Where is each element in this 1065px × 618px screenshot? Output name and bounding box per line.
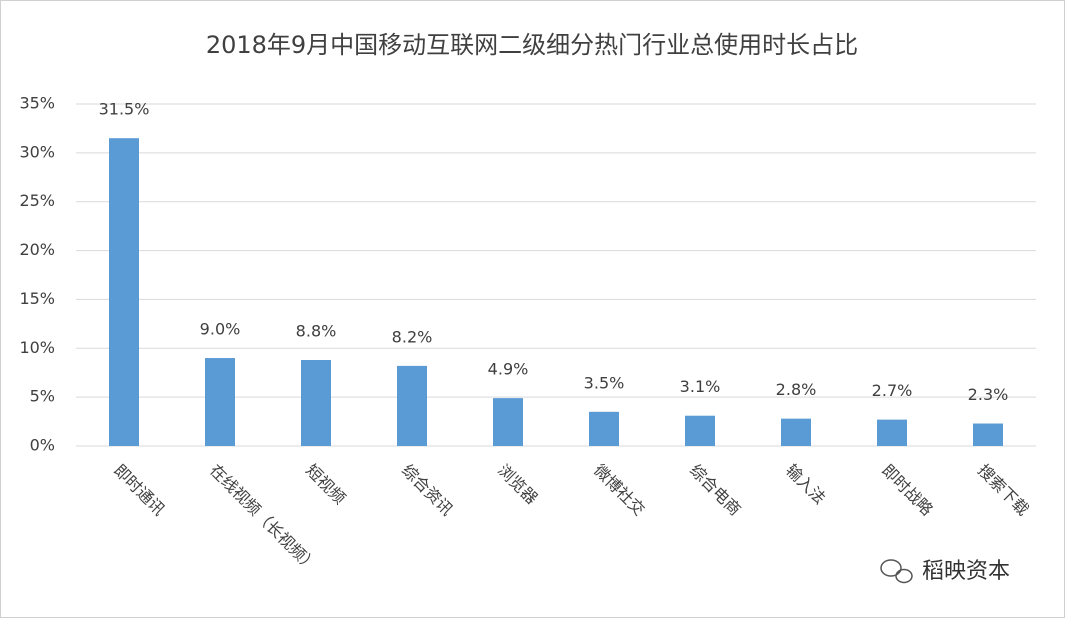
data-label: 4.9% <box>488 360 529 379</box>
y-tick-label: 35% <box>19 94 55 113</box>
data-label: 9.0% <box>200 320 241 339</box>
data-label: 2.8% <box>776 380 817 399</box>
y-tick-label: 20% <box>19 240 55 259</box>
data-label: 3.5% <box>584 373 625 392</box>
bar <box>301 360 331 446</box>
bar <box>397 365 427 446</box>
data-label: 3.1% <box>680 377 721 396</box>
bar <box>109 138 139 446</box>
bar <box>493 398 523 446</box>
bar <box>589 411 619 446</box>
bar <box>877 419 907 446</box>
data-label: 8.8% <box>296 322 337 341</box>
y-tick-label: 30% <box>19 142 55 161</box>
bar <box>685 415 715 446</box>
bar <box>205 358 235 446</box>
bar <box>973 423 1003 446</box>
data-label: 31.5% <box>99 100 150 119</box>
data-label: 2.7% <box>872 381 913 400</box>
y-tick-label: 0% <box>30 436 55 455</box>
data-label: 8.2% <box>392 327 433 346</box>
watermark: 稻映资本 <box>922 559 1010 584</box>
data-label: 2.3% <box>968 385 1009 404</box>
y-tick-label: 5% <box>30 387 55 406</box>
chart-title: 2018年9月中国移动互联网二级细分热门行业总使用时长占比 <box>206 31 858 59</box>
y-tick-label: 15% <box>19 289 55 308</box>
bar <box>781 418 811 446</box>
y-tick-label: 10% <box>19 338 55 357</box>
y-tick-label: 25% <box>19 191 55 210</box>
watermark-icon <box>880 559 913 584</box>
